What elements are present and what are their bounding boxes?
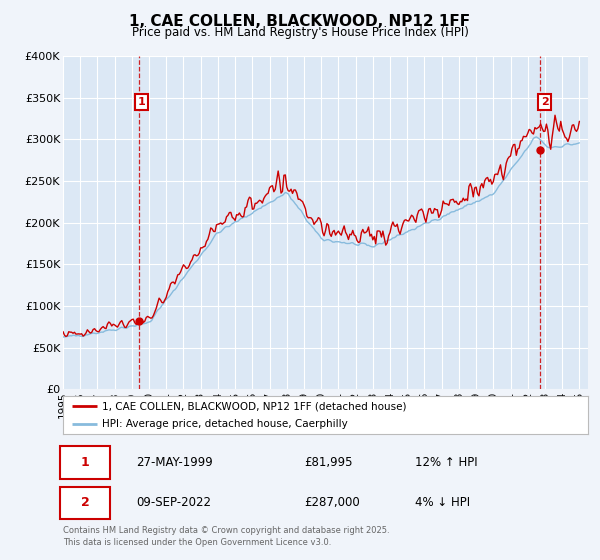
Text: 1, CAE COLLEN, BLACKWOOD, NP12 1FF: 1, CAE COLLEN, BLACKWOOD, NP12 1FF xyxy=(130,14,470,29)
Text: Contains HM Land Registry data © Crown copyright and database right 2025.: Contains HM Land Registry data © Crown c… xyxy=(63,526,389,535)
Text: HPI: Average price, detached house, Caerphilly: HPI: Average price, detached house, Caer… xyxy=(103,419,348,429)
Text: This data is licensed under the Open Government Licence v3.0.: This data is licensed under the Open Gov… xyxy=(63,538,331,547)
Text: 2: 2 xyxy=(81,496,89,510)
Text: 2: 2 xyxy=(541,97,548,107)
Text: 1: 1 xyxy=(137,97,145,107)
Text: 1: 1 xyxy=(81,456,89,469)
Text: £81,995: £81,995 xyxy=(305,456,353,469)
FancyBboxPatch shape xyxy=(61,487,110,519)
Text: 27-MAY-1999: 27-MAY-1999 xyxy=(137,456,213,469)
Text: £287,000: £287,000 xyxy=(305,496,360,510)
Text: 4% ↓ HPI: 4% ↓ HPI xyxy=(415,496,470,510)
Text: 12% ↑ HPI: 12% ↑ HPI xyxy=(415,456,478,469)
FancyBboxPatch shape xyxy=(61,446,110,479)
Text: Price paid vs. HM Land Registry's House Price Index (HPI): Price paid vs. HM Land Registry's House … xyxy=(131,26,469,39)
Text: 1, CAE COLLEN, BLACKWOOD, NP12 1FF (detached house): 1, CAE COLLEN, BLACKWOOD, NP12 1FF (deta… xyxy=(103,401,407,411)
Text: 09-SEP-2022: 09-SEP-2022 xyxy=(137,496,212,510)
